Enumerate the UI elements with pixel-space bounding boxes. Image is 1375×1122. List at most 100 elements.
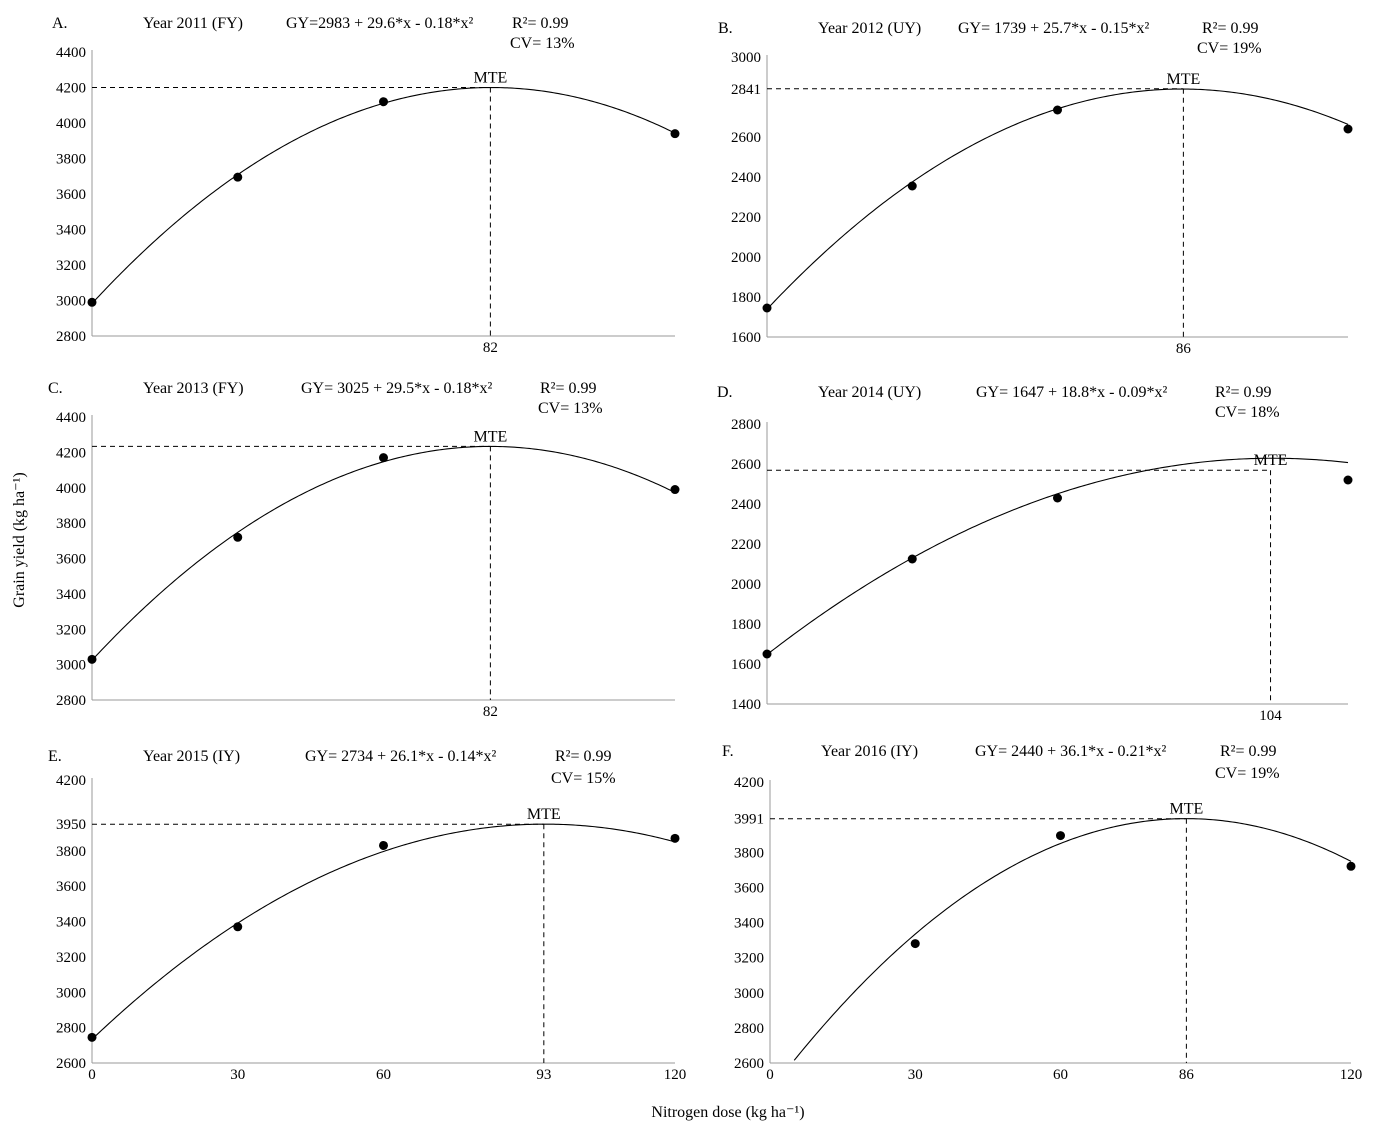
panel-title: Year 2013 (FY) — [143, 380, 244, 397]
fit-curve — [91, 445, 676, 661]
r-squared: R²= 0.99 — [1202, 20, 1259, 37]
fit-curve — [793, 818, 1352, 1061]
y-tick-label: 2600 — [734, 1056, 764, 1072]
data-point — [379, 97, 388, 107]
y-tick-label: 3800 — [734, 845, 764, 861]
x-tick-label: 104 — [1259, 708, 1282, 724]
y-tick-label: 3950 — [56, 817, 86, 833]
data-point — [87, 297, 97, 307]
x-tick-label: 0 — [766, 1067, 774, 1083]
y-tick-label: 3600 — [734, 880, 764, 896]
panel-letter: F. — [722, 743, 734, 760]
y-tick-label: 4000 — [56, 116, 86, 132]
y-tick-label: 2200 — [731, 210, 761, 226]
y-tick-label: 1400 — [731, 697, 761, 713]
mte-label: MTE — [1254, 452, 1288, 469]
data-point — [1053, 105, 1062, 115]
regression-equation: GY= 1647 + 18.8*x - 0.09*x² — [976, 384, 1167, 401]
y-tick-label: 2000 — [731, 250, 761, 266]
y-tick-label: 3400 — [56, 587, 86, 603]
r-squared: R²= 0.99 — [540, 380, 597, 397]
y-axis-title: Grain yield (kg ha⁻¹) — [11, 472, 28, 607]
panel-title: Year 2012 (UY) — [818, 20, 921, 37]
coefficient-of-variation: CV= 19% — [1215, 765, 1280, 782]
mte-label: MTE — [527, 806, 561, 823]
fit-curve — [766, 457, 1349, 656]
mte-label: MTE — [1166, 71, 1200, 88]
y-tick-label: 2800 — [56, 329, 86, 345]
y-tick-label: 3000 — [731, 50, 761, 66]
y-tick-label: 2400 — [731, 497, 761, 513]
y-tick-label: 2800 — [734, 1021, 764, 1037]
y-tick-label: 1600 — [731, 657, 761, 673]
y-tick-label: 2800 — [731, 417, 761, 433]
r-squared: R²= 0.99 — [1220, 743, 1277, 760]
data-point — [1053, 493, 1062, 503]
fit-curve — [766, 88, 1349, 310]
x-tick-label: 120 — [664, 1067, 687, 1083]
panel-letter: B. — [718, 20, 733, 37]
y-tick-label: 4400 — [56, 410, 86, 426]
mte-label: MTE — [1169, 801, 1203, 818]
r-squared: R²= 0.99 — [555, 748, 612, 765]
y-tick-label: 3000 — [56, 294, 86, 310]
y-tick-label: 1600 — [731, 330, 761, 346]
chart-panel-d: 1400 1600 1800 2000 2200 2400 2600 2800 104 MTE D.… — [717, 384, 1353, 724]
x-tick-label: 120 — [1340, 1067, 1363, 1083]
coefficient-of-variation: CV= 19% — [1197, 40, 1262, 57]
panel-letter: D. — [717, 384, 733, 401]
y-tick-label: 2841 — [731, 82, 761, 98]
panel-title: Year 2011 (FY) — [143, 15, 243, 32]
y-tick-label: 3400 — [734, 916, 764, 932]
chart-panel-f: 2600 2800 3000 3200 3400 3600 3800 3991 4200 0 30 6… — [722, 743, 1362, 1083]
x-tick-label: 82 — [483, 340, 498, 356]
y-tick-label: 3991 — [734, 812, 764, 828]
y-tick-label: 2800 — [56, 693, 86, 709]
y-tick-label: 4200 — [56, 773, 86, 789]
coefficient-of-variation: CV= 13% — [538, 400, 603, 417]
y-tick-label: 3400 — [56, 915, 86, 931]
x-tick-label: 86 — [1179, 1067, 1195, 1083]
y-tick-label: 2600 — [731, 457, 761, 473]
y-tick-label: 2600 — [56, 1056, 86, 1072]
data-point — [1346, 861, 1356, 871]
data-point — [87, 654, 97, 664]
y-tick-label: 2000 — [731, 577, 761, 593]
y-tick-label: 3800 — [56, 844, 86, 860]
y-tick-label: 3200 — [56, 258, 86, 274]
y-tick-label: 4200 — [56, 445, 86, 461]
panel-title: Year 2016 (IY) — [821, 743, 918, 760]
data-point — [87, 1032, 97, 1042]
x-tick-label: 86 — [1176, 341, 1192, 357]
y-tick-label: 3200 — [56, 950, 86, 966]
mte-label: MTE — [473, 70, 507, 87]
coefficient-of-variation: CV= 15% — [551, 770, 616, 787]
y-tick-label: 1800 — [731, 617, 761, 633]
fit-curve — [91, 823, 676, 1040]
data-point — [670, 129, 680, 139]
x-tick-label: 30 — [908, 1067, 923, 1083]
x-tick-label: 60 — [376, 1067, 391, 1083]
regression-equation: GY=2983 + 29.6*x - 0.18*x² — [286, 15, 473, 32]
y-tick-label: 2800 — [56, 1021, 86, 1037]
panel-letter: C. — [48, 380, 63, 397]
regression-equation: GY= 2440 + 36.1*x - 0.21*x² — [975, 743, 1166, 760]
panel-letter: E. — [48, 748, 62, 765]
y-tick-label: 4000 — [56, 481, 86, 497]
x-tick-label: 0 — [88, 1067, 96, 1083]
y-tick-label: 3600 — [56, 552, 86, 568]
y-tick-label: 3000 — [734, 986, 764, 1002]
y-tick-label: 1800 — [731, 290, 761, 306]
chart-panel-a: 2800 3000 3200 3400 3600 3800 4000 4200 4400 82 MT… — [52, 15, 680, 356]
data-point — [762, 649, 772, 659]
chart-panel-c: 2800 3000 3200 3400 3600 3800 4000 4200 4400 82 MT… — [48, 380, 680, 720]
y-tick-label: 3200 — [56, 622, 86, 638]
y-tick-label: 4200 — [734, 775, 764, 791]
regression-equation: GY= 3025 + 29.5*x - 0.18*x² — [301, 380, 492, 397]
data-point — [670, 833, 680, 843]
x-tick-label: 82 — [483, 704, 498, 720]
data-point — [670, 485, 680, 495]
x-tick-label: 30 — [230, 1067, 245, 1083]
mte-label: MTE — [473, 428, 507, 445]
